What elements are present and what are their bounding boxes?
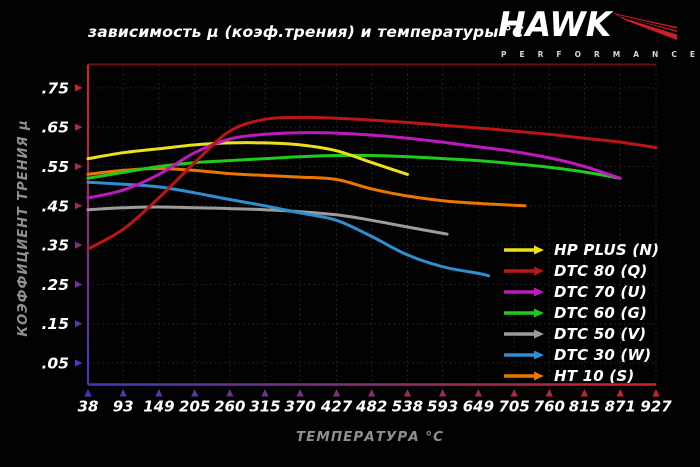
legend-swatch-arrow-icon (504, 287, 544, 296)
x-tick-arrow-icon (119, 389, 127, 397)
legend: HP PLUS (N) DTC 80 (Q) DTC 70 (U) DTC 60 (G… (503, 239, 659, 386)
x-tick-arrow-icon (332, 389, 341, 397)
y-tick-label: .05 (42, 355, 69, 373)
series-line-dtc-60-g- (86, 153, 622, 180)
y-axis-label: КОЭФФИЦИЕНТ ТРЕНИЯ μ (16, 119, 31, 337)
x-tick-arrow-icon (191, 389, 199, 397)
legend-label: DTC 80 (Q) (554, 261, 648, 280)
y-tick-label: .25 (42, 276, 69, 294)
x-tick-arrow-icon (403, 389, 412, 397)
x-tick-arrow-icon (545, 389, 553, 397)
series-line-ht-10-s- (86, 167, 527, 208)
legend-label: DTC 50 (V) (554, 324, 647, 343)
hawk-logo: HAWK P E R F O R M A N C E (498, 4, 700, 59)
legend-item: DTC 80 (Q) (503, 260, 659, 281)
x-tick-label: 315 (249, 398, 280, 416)
y-tick-arrow-icon (75, 320, 83, 328)
hawk-logo-text: HAWK (498, 4, 612, 45)
series-line-dtc-80-q- (86, 115, 658, 251)
y-tick-arrow-icon (75, 241, 83, 249)
y-tick-arrow-icon (75, 84, 83, 92)
x-tick-arrow-icon (652, 389, 660, 397)
x-axis-label: ТЕМПЕРАТУРА °C (295, 429, 445, 445)
y-tick-label: .55 (42, 158, 69, 176)
legend-swatch-arrow-icon (504, 329, 544, 338)
x-tick-label: 593 (427, 398, 458, 416)
series-line-dtc-70-u- (86, 131, 622, 200)
legend-item: HT 10 (S) (503, 365, 659, 386)
y-tick-arrow-icon (75, 280, 83, 288)
x-tick-label: 482 (355, 398, 387, 416)
x-tick-arrow-icon (261, 389, 269, 397)
y-tick-arrow-icon (75, 123, 83, 131)
series-line-hp-plus-n- (86, 141, 409, 176)
y-tick-label: .65 (42, 119, 69, 137)
legend-swatch-arrow-icon (504, 245, 544, 254)
y-tick-label: .45 (42, 197, 69, 215)
x-tick-arrow-icon (155, 389, 163, 397)
legend-item: DTC 50 (V) (503, 323, 659, 344)
x-tick-label: 38 (78, 398, 99, 416)
x-tick-label: 760 (534, 398, 565, 416)
legend-label: DTC 60 (G) (554, 303, 648, 322)
x-tick-label: 260 (214, 398, 245, 416)
legend-swatch-arrow-icon (504, 371, 544, 380)
legend-swatch-arrow-icon (504, 308, 544, 317)
x-tick-arrow-icon (226, 389, 234, 397)
legend-label: DTC 30 (W) (554, 345, 652, 364)
x-tick-label: 93 (113, 398, 134, 416)
legend-label: DTC 70 (U) (554, 282, 647, 301)
x-tick-label: 370 (284, 398, 315, 416)
x-tick-arrow-icon (580, 389, 589, 397)
y-tick-arrow-icon (75, 202, 83, 210)
y-tick-arrow-icon (75, 162, 83, 171)
legend-item: DTC 70 (U) (503, 281, 659, 302)
x-tick-label: 149 (143, 398, 174, 416)
x-tick-label: 871 (605, 398, 636, 416)
x-tick-arrow-icon (439, 389, 447, 397)
legend-label: HP PLUS (N) (554, 240, 660, 259)
x-tick-arrow-icon (474, 389, 482, 397)
hawk-logo-performance: P E R F O R M A N C E (501, 50, 700, 59)
x-tick-arrow-icon (510, 389, 518, 397)
x-tick-arrow-icon (616, 389, 624, 397)
x-tick-arrow-icon (84, 389, 92, 397)
legend-item: HP PLUS (N) (503, 239, 659, 260)
y-tick-arrow-icon (75, 359, 83, 367)
x-tick-arrow-icon (296, 389, 304, 397)
y-tick-label: .35 (42, 237, 69, 255)
chart-title: зависимость μ (коэф.трения) и температур… (88, 23, 524, 41)
legend-item: DTC 60 (G) (503, 302, 659, 323)
legend-swatch-arrow-icon (504, 266, 544, 275)
legend-swatch-arrow-icon (504, 350, 544, 359)
x-tick-label: 649 (463, 398, 494, 416)
series-line-dtc-50-v- (86, 205, 449, 236)
x-tick-label: 927 (640, 398, 672, 416)
y-tick-label: .75 (42, 79, 69, 97)
hawk-wing-icon (613, 11, 679, 47)
x-tick-label: 538 (392, 398, 423, 416)
legend-item: DTC 30 (W) (503, 344, 659, 365)
x-tick-label: 427 (320, 398, 353, 416)
series-line-dtc-30-w- (86, 180, 491, 278)
x-tick-arrow-icon (368, 389, 376, 397)
x-tick-label: 205 (179, 398, 210, 416)
x-tick-label: 815 (569, 398, 600, 416)
legend-label: HT 10 (S) (554, 366, 635, 385)
x-tick-label: 705 (499, 398, 530, 416)
y-tick-label: .15 (42, 315, 69, 333)
